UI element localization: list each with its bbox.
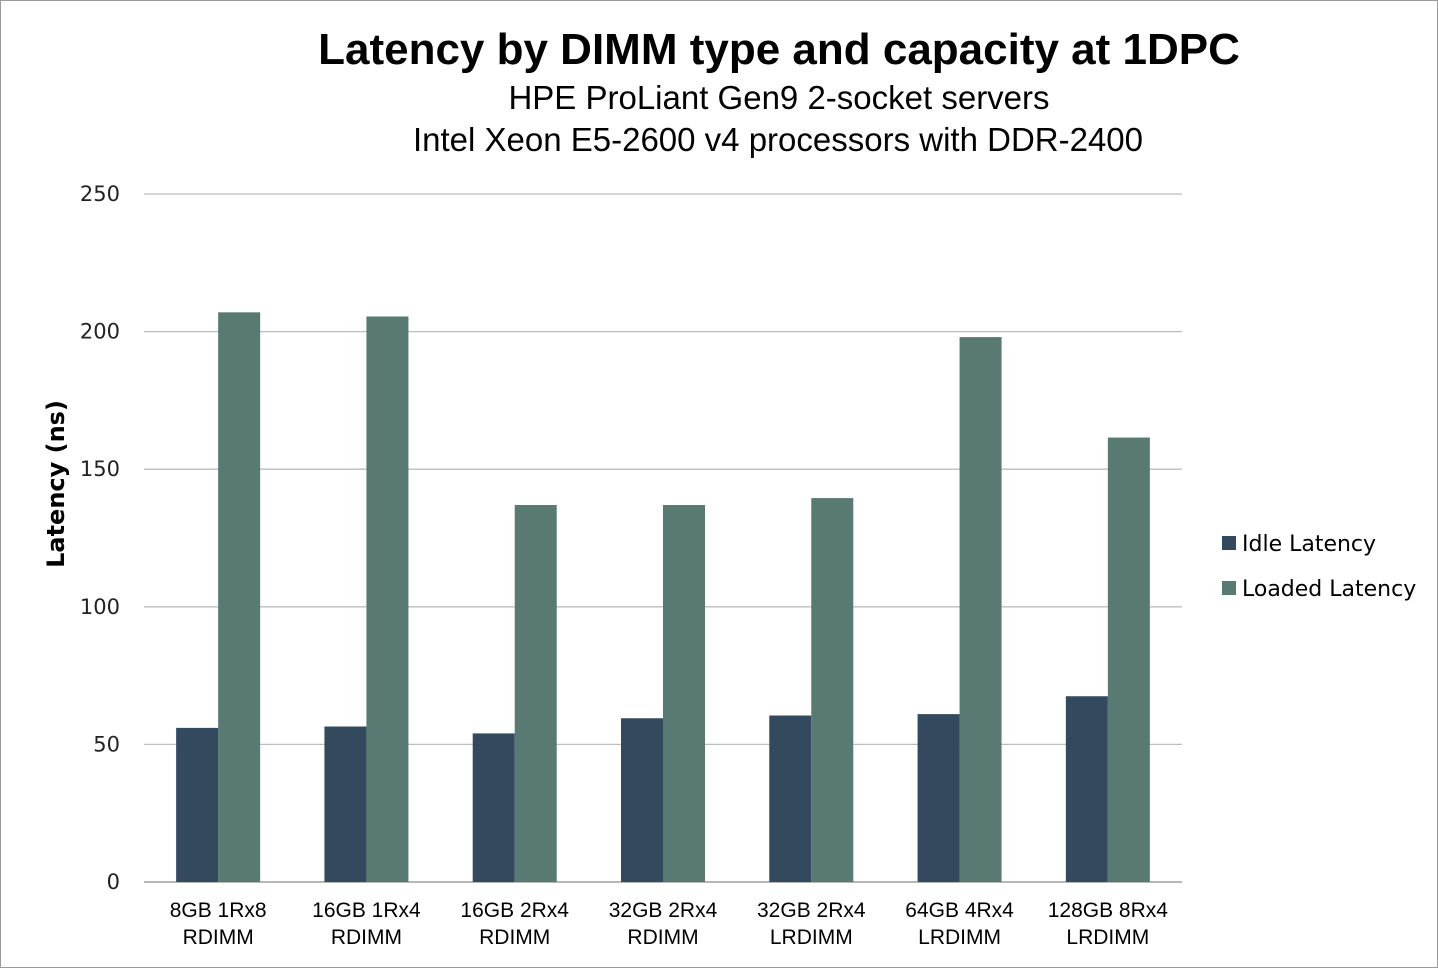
x-tick-label: 128GB 8Rx4 LRDIMM	[1048, 899, 1169, 949]
y-tick-label: 50	[93, 732, 120, 756]
y-tick-label: 0	[107, 870, 120, 894]
loaded-latency-bar	[811, 498, 854, 882]
chart-title: Latency by DIMM type and capacity at 1DP…	[318, 25, 1240, 74]
y-tick-label: 100	[80, 595, 120, 619]
loaded-latency-bar	[959, 337, 1002, 882]
idle-latency-bar	[1065, 696, 1108, 882]
y-tick-label: 250	[80, 182, 120, 206]
legend-swatch-idle	[1222, 536, 1236, 550]
chart-subtitle-line-2: Intel Xeon E5-2600 v4 processors with DD…	[412, 121, 1144, 158]
y-axis-label: Latency (ns)	[42, 400, 70, 568]
y-tick-label: 150	[80, 457, 120, 481]
x-tick-label: 32GB 2Rx4 RDIMM	[609, 899, 718, 949]
x-tick-label: 64GB 4Rx4 LRDIMM	[905, 899, 1014, 949]
loaded-latency-bar	[514, 504, 557, 882]
idle-latency-bar	[769, 715, 812, 882]
legend-label-loaded: Loaded Latency	[1242, 577, 1416, 602]
idle-latency-bar	[324, 726, 367, 882]
idle-latency-bar	[176, 727, 219, 882]
legend-label-idle: Idle Latency	[1242, 532, 1376, 557]
chart-subtitle-line-1: HPE ProLiant Gen9 2-socket servers	[508, 79, 1050, 116]
x-tick-label: 16GB 1Rx4 RDIMM	[312, 899, 421, 949]
idle-latency-bar	[472, 733, 515, 882]
x-tick-label: 8GB 1Rx8 RDIMM	[170, 899, 267, 949]
x-tick-label: 16GB 2Rx4 RDIMM	[460, 899, 569, 949]
idle-latency-bar	[621, 718, 663, 882]
loaded-latency-bar	[1107, 437, 1150, 882]
y-tick-label: 200	[80, 320, 120, 344]
loaded-latency-bar	[218, 312, 261, 882]
idle-latency-bar	[917, 714, 960, 882]
x-tick-label: 32GB 2Rx4 LRDIMM	[757, 899, 866, 949]
loaded-latency-bar	[663, 504, 705, 882]
loaded-latency-bar	[366, 316, 409, 882]
legend-swatch-loaded	[1222, 581, 1236, 595]
